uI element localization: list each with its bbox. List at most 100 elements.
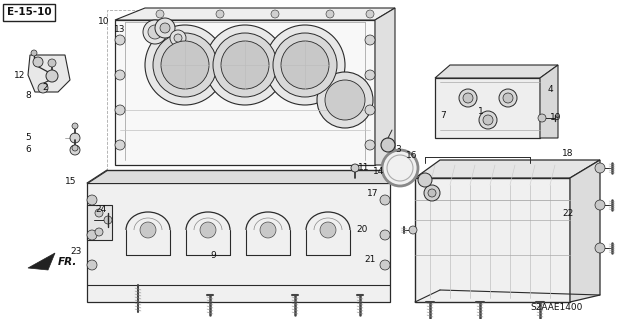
Text: 7: 7	[440, 110, 445, 120]
Circle shape	[595, 243, 605, 253]
Circle shape	[87, 230, 97, 240]
Circle shape	[538, 114, 546, 122]
Circle shape	[503, 93, 513, 103]
Circle shape	[595, 163, 605, 173]
Polygon shape	[87, 170, 390, 183]
Circle shape	[48, 59, 56, 67]
Circle shape	[326, 10, 334, 18]
Circle shape	[499, 89, 517, 107]
Circle shape	[72, 123, 78, 129]
Text: 2: 2	[42, 83, 47, 92]
Text: 11: 11	[358, 164, 369, 173]
Circle shape	[200, 222, 216, 238]
Circle shape	[595, 200, 605, 210]
Circle shape	[381, 138, 395, 152]
Circle shape	[155, 18, 175, 38]
Circle shape	[483, 115, 493, 125]
Circle shape	[174, 34, 182, 42]
Polygon shape	[435, 65, 558, 78]
Circle shape	[273, 33, 337, 97]
Bar	[3, 4, 55, 21]
Circle shape	[380, 230, 390, 240]
Polygon shape	[415, 178, 570, 302]
Text: 19: 19	[550, 114, 561, 122]
Circle shape	[382, 150, 418, 186]
Circle shape	[95, 228, 103, 236]
Polygon shape	[435, 78, 540, 138]
Text: 1: 1	[478, 108, 484, 116]
Circle shape	[72, 145, 78, 151]
Circle shape	[115, 70, 125, 80]
Circle shape	[418, 173, 432, 187]
Circle shape	[87, 195, 97, 205]
Circle shape	[365, 105, 375, 115]
Text: S2AAE1400: S2AAE1400	[530, 303, 582, 313]
Polygon shape	[28, 55, 70, 92]
Circle shape	[459, 89, 477, 107]
Polygon shape	[570, 160, 600, 302]
Circle shape	[115, 105, 125, 115]
Circle shape	[221, 41, 269, 89]
Bar	[107, 10, 390, 302]
Circle shape	[38, 83, 48, 93]
Circle shape	[205, 25, 285, 105]
Text: 18: 18	[562, 150, 573, 159]
Circle shape	[115, 140, 125, 150]
Circle shape	[325, 80, 365, 120]
Text: 17: 17	[367, 189, 378, 197]
Text: 15: 15	[65, 177, 77, 187]
Circle shape	[156, 10, 164, 18]
Circle shape	[424, 185, 440, 201]
Circle shape	[31, 50, 37, 56]
Text: 5: 5	[25, 133, 31, 143]
Circle shape	[143, 20, 167, 44]
Circle shape	[140, 222, 156, 238]
Circle shape	[260, 222, 276, 238]
Polygon shape	[87, 183, 390, 302]
Polygon shape	[115, 8, 395, 20]
Text: 20: 20	[356, 226, 367, 234]
Circle shape	[87, 260, 97, 270]
Circle shape	[271, 10, 279, 18]
Circle shape	[153, 33, 217, 97]
Circle shape	[161, 41, 209, 89]
Circle shape	[104, 216, 112, 224]
Polygon shape	[540, 65, 558, 138]
Circle shape	[145, 25, 225, 105]
Circle shape	[409, 226, 417, 234]
Circle shape	[380, 195, 390, 205]
Circle shape	[317, 72, 373, 128]
Circle shape	[351, 164, 359, 172]
Circle shape	[170, 30, 186, 46]
Circle shape	[46, 70, 58, 82]
Text: 13: 13	[114, 26, 125, 34]
Circle shape	[281, 41, 329, 89]
Circle shape	[428, 189, 436, 197]
Circle shape	[213, 33, 277, 97]
Text: 8: 8	[25, 92, 31, 100]
Circle shape	[95, 209, 103, 217]
Circle shape	[365, 35, 375, 45]
Polygon shape	[115, 20, 375, 165]
Text: 23: 23	[70, 248, 81, 256]
Text: 22: 22	[562, 210, 573, 219]
Circle shape	[70, 133, 80, 143]
Text: 3: 3	[395, 145, 401, 153]
Circle shape	[33, 57, 43, 67]
Text: E-15-10: E-15-10	[6, 7, 51, 17]
Polygon shape	[28, 253, 55, 270]
Text: 6: 6	[25, 145, 31, 154]
Polygon shape	[415, 160, 600, 178]
Circle shape	[160, 23, 170, 33]
Bar	[87, 205, 112, 240]
Text: 10: 10	[98, 18, 109, 26]
Circle shape	[216, 10, 224, 18]
Text: 21: 21	[364, 256, 376, 264]
Circle shape	[70, 145, 80, 155]
Text: 16: 16	[406, 151, 417, 160]
Text: 9: 9	[210, 250, 216, 259]
Text: 24: 24	[95, 205, 106, 214]
Polygon shape	[375, 8, 395, 165]
Circle shape	[463, 93, 473, 103]
Circle shape	[115, 35, 125, 45]
